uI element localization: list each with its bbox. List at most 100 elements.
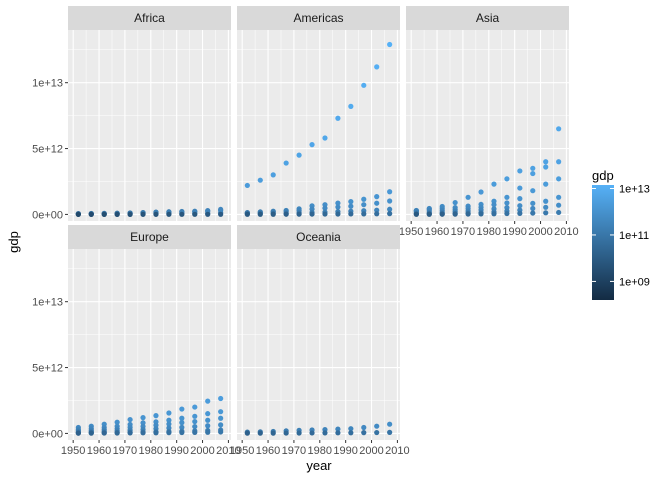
data-point — [556, 202, 562, 208]
data-point — [504, 210, 510, 217]
data-point — [387, 421, 393, 427]
data-point — [348, 199, 354, 205]
data-point — [556, 159, 562, 165]
legend-break-label: 1e+13 — [619, 183, 650, 195]
x-tick-label: 1950 — [399, 226, 423, 238]
data-point — [335, 115, 341, 121]
data-point — [543, 164, 549, 170]
data-point — [283, 211, 289, 217]
data-point — [413, 211, 419, 217]
x-tick-label: 1970 — [282, 445, 306, 457]
data-point — [244, 182, 250, 189]
data-point — [543, 210, 549, 216]
data-point — [322, 211, 328, 217]
data-point — [166, 421, 172, 427]
data-point — [192, 413, 198, 419]
data-point — [543, 198, 549, 204]
data-point — [270, 172, 276, 178]
data-point — [296, 211, 302, 217]
data-point — [153, 211, 159, 217]
x-tick-label: 1980 — [308, 445, 332, 457]
legend-break-label: 1e+09 — [619, 276, 650, 288]
data-point — [296, 152, 302, 158]
y-tick-label: 5e+12 — [32, 144, 63, 156]
data-point — [309, 211, 315, 217]
x-tick-label: 1980 — [477, 226, 501, 238]
data-point — [556, 194, 562, 200]
facet-strip-label: Europe — [130, 230, 169, 244]
x-tick-label: 1960 — [256, 445, 280, 457]
data-point — [387, 198, 393, 204]
y-tick-label: 1e+13 — [32, 297, 63, 309]
data-point — [114, 430, 120, 436]
panel-background — [237, 249, 400, 440]
x-tick-label: 1970 — [113, 445, 137, 457]
facet-strip-label: Asia — [476, 11, 500, 25]
facet-strip-label: Americas — [293, 11, 343, 25]
data-point — [166, 410, 172, 416]
data-point — [179, 406, 185, 412]
data-point — [543, 159, 549, 165]
data-point — [387, 429, 393, 435]
data-point — [283, 160, 289, 166]
data-point — [127, 416, 133, 423]
data-point — [192, 211, 198, 217]
data-point — [530, 188, 536, 194]
data-point — [270, 211, 276, 217]
facet-strip — [406, 6, 569, 30]
data-point — [335, 204, 341, 210]
data-point — [348, 103, 354, 109]
data-point — [166, 430, 172, 436]
facet-strip — [237, 6, 400, 30]
x-tick-label: 1980 — [139, 445, 163, 457]
x-tick-label: 1990 — [333, 445, 357, 457]
legend-title: gdp — [592, 168, 614, 183]
data-point — [192, 418, 198, 425]
y-tick-label: 1e+13 — [32, 78, 63, 90]
data-point — [439, 211, 445, 217]
data-point — [361, 196, 367, 202]
data-point — [75, 211, 81, 217]
data-point — [205, 211, 211, 217]
data-point — [322, 430, 328, 436]
data-point — [114, 211, 120, 217]
panel-background — [68, 30, 231, 221]
data-point — [504, 200, 510, 206]
data-point — [205, 423, 211, 429]
x-tick-label: 2010 — [554, 226, 578, 238]
facet-strip — [237, 225, 400, 249]
data-point — [491, 211, 497, 217]
data-point — [179, 429, 185, 436]
x-tick-label: 2010 — [385, 445, 409, 457]
data-point — [530, 165, 536, 171]
data-point — [478, 211, 484, 217]
data-point — [374, 429, 380, 436]
data-point — [335, 211, 341, 217]
data-point — [543, 181, 549, 187]
data-point — [153, 413, 159, 419]
data-point — [374, 423, 380, 429]
x-tick-label: 1950 — [230, 445, 254, 457]
data-point — [361, 202, 367, 208]
data-point — [88, 211, 94, 217]
data-point — [205, 417, 211, 423]
data-point — [556, 209, 562, 216]
data-point — [179, 211, 185, 217]
data-point — [218, 415, 224, 421]
x-tick-label: 2000 — [190, 445, 214, 457]
data-point — [309, 142, 315, 148]
data-point — [244, 211, 250, 217]
facet-panel-europe: Europe 0e+00 5e+12 1e+13 1950 1960 1970 1980 199… — [32, 225, 241, 457]
y-tick-label: 5e+12 — [32, 363, 63, 375]
data-point — [504, 194, 510, 200]
data-point — [374, 200, 380, 206]
data-point — [309, 430, 315, 436]
y-tick-label: 0e+00 — [32, 428, 63, 440]
data-point — [335, 430, 341, 436]
x-tick-label: 2000 — [359, 445, 383, 457]
data-point — [517, 168, 523, 174]
data-point — [153, 430, 159, 436]
data-point — [166, 211, 172, 217]
data-point — [101, 430, 107, 436]
data-point — [218, 429, 224, 435]
